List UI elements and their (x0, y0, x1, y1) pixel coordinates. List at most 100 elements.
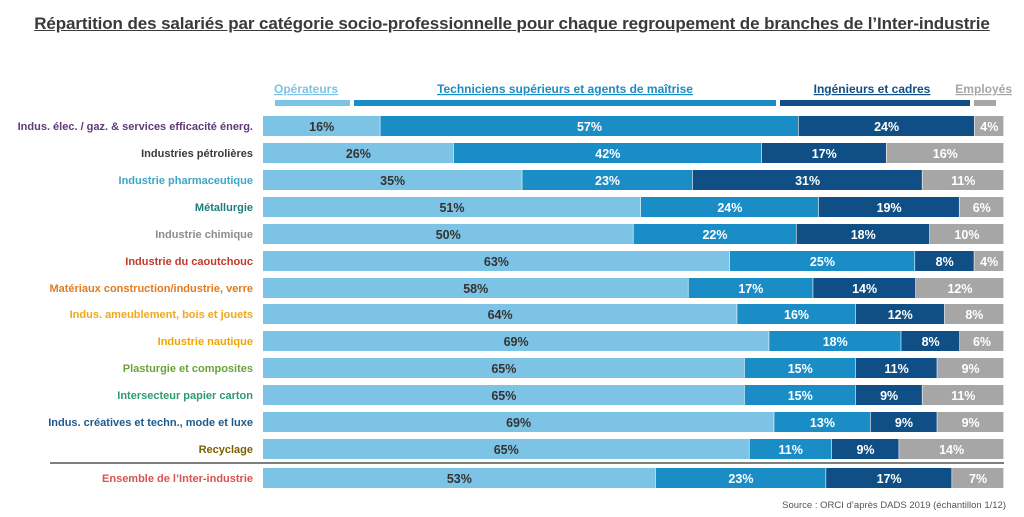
data-label: 18% (823, 335, 848, 349)
data-label: 16% (784, 308, 809, 322)
bar-segment (263, 251, 730, 271)
data-label: 42% (595, 147, 620, 161)
data-label: 65% (491, 362, 516, 376)
bar-segment (263, 331, 769, 351)
data-label: 22% (702, 228, 727, 242)
bar-segment (901, 331, 960, 351)
bar-segment (263, 358, 745, 378)
data-label: 57% (577, 120, 602, 134)
bar-segment (813, 278, 916, 298)
data-label: 18% (851, 228, 876, 242)
data-label: 16% (933, 147, 958, 161)
bar-segment (263, 224, 633, 244)
bar-segment (761, 143, 887, 163)
bar-segment (263, 116, 380, 136)
bar-segment (798, 116, 975, 136)
bar-segment (774, 412, 871, 432)
bar-segment (922, 170, 1004, 190)
data-label: 69% (504, 335, 529, 349)
data-label: 9% (962, 362, 980, 376)
bar-segment (744, 358, 856, 378)
source-note: Source : ORCI d’après DADS 2019 (échanti… (782, 500, 1006, 511)
bar-segment (937, 412, 1004, 432)
data-label: 9% (880, 389, 898, 403)
data-label: 17% (812, 147, 837, 161)
bar-segment (922, 385, 1004, 405)
data-label: 11% (951, 174, 975, 188)
category-label: Industrie chimique (155, 229, 253, 241)
bar-segment (826, 468, 952, 488)
data-label: 15% (788, 389, 813, 403)
data-label: 9% (962, 416, 980, 430)
data-label: 7% (969, 472, 987, 486)
bar-segment (769, 331, 901, 351)
category-label: Métallurgie (195, 202, 253, 214)
category-label: Matériaux construction/industrie, verre (49, 283, 253, 295)
bar-segment (855, 304, 945, 324)
data-label: 63% (484, 255, 509, 269)
bar-segment (974, 116, 1004, 136)
bar-segment (899, 439, 1004, 459)
bar-segment (929, 224, 1004, 244)
data-label: 14% (939, 443, 964, 457)
bar-segment (749, 439, 832, 459)
data-label: 50% (436, 228, 461, 242)
category-label: Plasturgie et composites (123, 363, 253, 375)
bar-segment (959, 331, 1004, 351)
bar-segment (744, 385, 856, 405)
legend-label-2: Ingénieurs et cadres (814, 82, 931, 96)
bar-segment (729, 251, 915, 271)
bar-segment (915, 251, 974, 271)
category-label: Industrie pharmaceutique (119, 175, 253, 187)
bar-segment (855, 358, 937, 378)
data-label: 23% (595, 174, 620, 188)
bar-segment (937, 358, 1004, 378)
legend-label-3: Employés (955, 82, 1012, 96)
chart-title: Répartition des salariés par catégorie s… (34, 14, 990, 33)
data-label: 10% (954, 228, 979, 242)
legend-label-1: Techniciens supérieurs et agents de maît… (437, 82, 693, 96)
bar-segment (692, 170, 922, 190)
data-label: 64% (488, 308, 513, 322)
bar-segment (380, 116, 798, 136)
data-label: 24% (717, 201, 742, 215)
bar-segment (915, 278, 1004, 298)
bar-segment (655, 468, 826, 488)
category-label: Intersecteur papier carton (117, 390, 253, 402)
legend-swatch-2 (780, 100, 970, 106)
data-label: 35% (380, 174, 405, 188)
bar-segment (263, 170, 522, 190)
data-label: 12% (947, 282, 972, 296)
category-label: Industries pétrolières (141, 148, 253, 160)
bar-segment (974, 251, 1004, 271)
data-label: 9% (895, 416, 913, 430)
data-label: 11% (884, 362, 908, 376)
data-label: 25% (810, 255, 835, 269)
bar-segment (263, 143, 454, 163)
legend-swatch-3 (974, 100, 996, 106)
legend-label-0: Opérateurs (274, 82, 338, 96)
bar-segment (640, 197, 819, 217)
data-label: 9% (856, 443, 874, 457)
data-label: 26% (346, 147, 371, 161)
bar-segment (870, 412, 937, 432)
bar-segment (952, 468, 1004, 488)
data-label: 6% (973, 201, 991, 215)
legend-swatch-0 (275, 100, 350, 106)
category-label: Ensemble de l’Inter-industrie (102, 473, 253, 485)
data-label: 51% (439, 201, 464, 215)
data-label: 13% (810, 416, 835, 430)
data-label: 8% (922, 335, 940, 349)
bar-segment (263, 468, 656, 488)
data-label: 6% (973, 335, 991, 349)
bar-segment (886, 143, 1004, 163)
legend-swatch-1 (354, 100, 776, 106)
category-label: Indus. ameublement, bois et jouets (70, 309, 253, 321)
data-label: 58% (463, 282, 488, 296)
data-label: 65% (494, 443, 519, 457)
bar-segment (796, 224, 930, 244)
data-label: 24% (874, 120, 899, 134)
data-label: 11% (779, 443, 803, 457)
data-label: 4% (980, 255, 998, 269)
